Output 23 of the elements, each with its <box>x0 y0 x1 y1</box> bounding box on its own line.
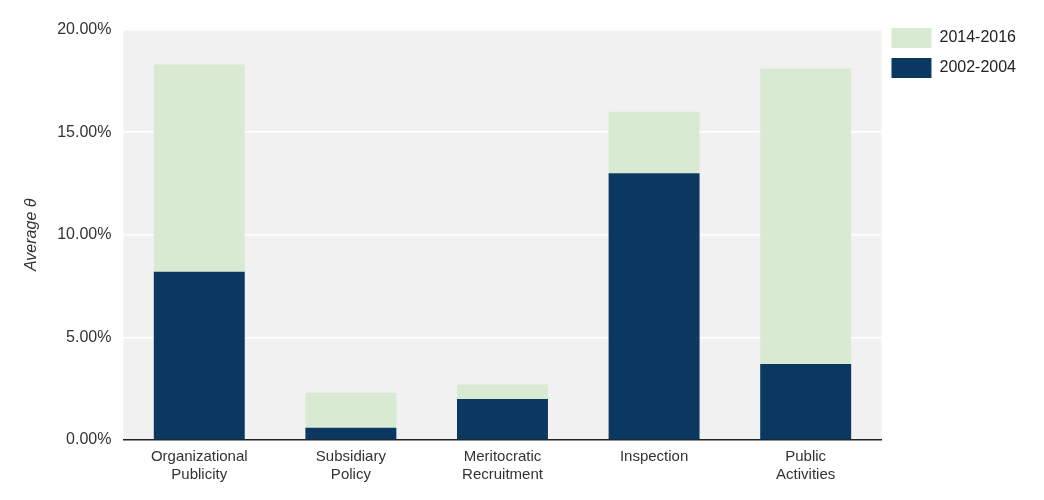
x-tick-label: Organizational Publicity <box>150 447 248 483</box>
bar <box>305 427 397 440</box>
x-tick-label: Public Activities <box>776 447 836 483</box>
y-tick-label: 10.00% <box>57 225 112 243</box>
bar <box>456 398 548 440</box>
legend-label: 2002-2004 <box>939 58 1017 76</box>
bar <box>760 68 852 365</box>
y-tick-label: 5.00% <box>66 327 112 345</box>
bar <box>608 173 700 440</box>
bar <box>153 64 245 272</box>
y-tick-label: 0.00% <box>66 430 112 448</box>
bar <box>153 271 245 440</box>
x-tick-label: Inspection <box>619 447 689 465</box>
bar <box>305 392 397 428</box>
y-tick-label: 15.00% <box>57 122 112 140</box>
x-tick-label: Meritocratic Recruitment <box>462 447 544 483</box>
bar <box>456 384 548 399</box>
y-axis-title: Average θ <box>22 198 40 273</box>
y-tick-label: 20.00% <box>57 20 112 38</box>
legend-label: 2014-2016 <box>939 28 1017 46</box>
bar <box>760 364 852 440</box>
bar <box>608 111 700 174</box>
x-tick-label: Subsidiary Policy <box>315 447 387 483</box>
